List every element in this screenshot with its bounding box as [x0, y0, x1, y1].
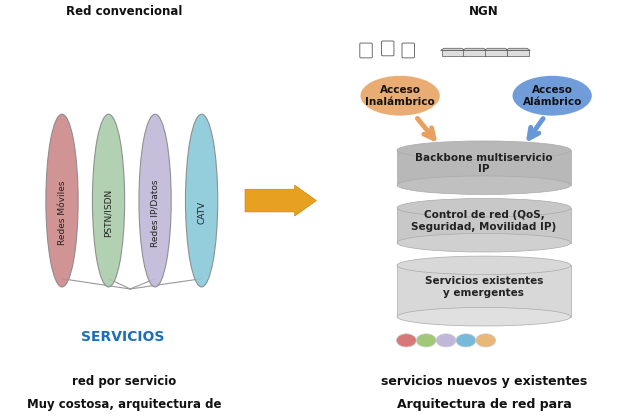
Polygon shape [397, 150, 571, 185]
Text: Redes Móviles: Redes Móviles [58, 181, 67, 245]
Text: Acceso
Inalámbrico: Acceso Inalámbrico [365, 85, 435, 106]
Polygon shape [507, 50, 529, 57]
Text: Arquitectura de red para: Arquitectura de red para [396, 398, 571, 411]
Text: SERVICIOS: SERVICIOS [80, 330, 164, 344]
Polygon shape [485, 50, 507, 57]
Text: CATV: CATV [197, 201, 206, 225]
Polygon shape [506, 48, 530, 50]
Polygon shape [484, 48, 509, 50]
Polygon shape [397, 208, 571, 243]
Text: Control de red (QoS,
Seguridad, Movilidad IP): Control de red (QoS, Seguridad, Movilida… [411, 210, 556, 232]
Ellipse shape [397, 198, 571, 217]
FancyBboxPatch shape [382, 41, 394, 56]
Text: NGN: NGN [469, 5, 499, 17]
Text: Redes IP/Datos: Redes IP/Datos [151, 179, 160, 247]
Ellipse shape [397, 233, 571, 252]
Polygon shape [397, 265, 571, 317]
Ellipse shape [512, 75, 592, 116]
Polygon shape [441, 50, 464, 57]
Text: Red convencional: Red convencional [66, 5, 182, 17]
Text: servicios nuevos y existentes: servicios nuevos y existentes [381, 375, 587, 389]
Text: red por servicio: red por servicio [72, 375, 176, 389]
FancyArrow shape [245, 185, 317, 216]
Ellipse shape [397, 256, 571, 275]
Ellipse shape [360, 75, 440, 116]
Polygon shape [441, 48, 465, 50]
Text: PSTN/ISDN: PSTN/ISDN [104, 189, 113, 237]
Circle shape [396, 334, 416, 347]
Text: Backbone multiservicio
IP: Backbone multiservicio IP [415, 153, 553, 174]
Ellipse shape [92, 114, 125, 287]
Text: Acceso
Alámbrico: Acceso Alámbrico [522, 85, 582, 106]
Circle shape [476, 334, 495, 347]
Ellipse shape [397, 176, 571, 194]
Polygon shape [462, 48, 487, 50]
Circle shape [416, 334, 436, 347]
FancyBboxPatch shape [402, 43, 414, 58]
Text: Servicios existentes
y emergentes: Servicios existentes y emergentes [425, 276, 543, 298]
Ellipse shape [46, 114, 78, 287]
Circle shape [456, 334, 476, 347]
Text: Muy costosa, arquitectura de: Muy costosa, arquitectura de [27, 398, 221, 411]
Ellipse shape [397, 307, 571, 326]
FancyBboxPatch shape [360, 43, 372, 58]
Ellipse shape [185, 114, 218, 287]
Polygon shape [463, 50, 486, 57]
Ellipse shape [139, 114, 171, 287]
Ellipse shape [397, 141, 571, 159]
Circle shape [436, 334, 456, 347]
